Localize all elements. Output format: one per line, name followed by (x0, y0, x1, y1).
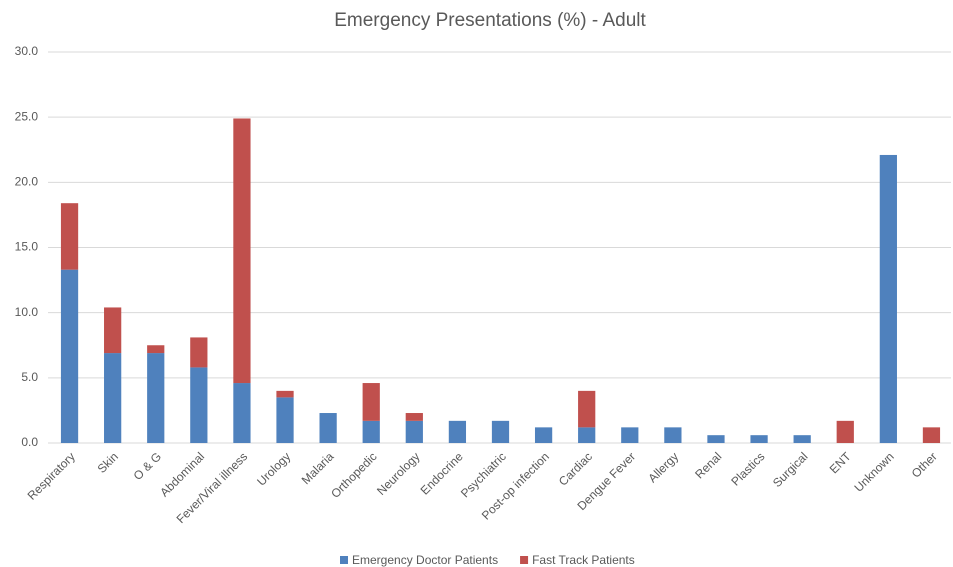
bar-segment (190, 337, 208, 368)
x-tick-label: Plastics (728, 449, 767, 488)
x-tick-label: Neurology (374, 449, 423, 498)
bar-segment (319, 413, 337, 443)
bar-segment (362, 420, 380, 443)
bar-segment (793, 435, 811, 443)
bar-segment (578, 390, 596, 428)
y-tick-label: 5.0 (21, 370, 38, 384)
legend-label: Emergency Doctor Patients (352, 553, 498, 567)
x-tick-label: O & G (131, 449, 164, 482)
x-tick-label: Respiratory (25, 449, 78, 502)
x-tick-label: Other (909, 449, 940, 480)
bar-segment (922, 427, 941, 443)
bar-segment (578, 427, 596, 443)
y-tick-label: 30.0 (15, 44, 39, 58)
x-tick-label: Cardiac (556, 449, 595, 488)
x-tick-label: Orthopedic (328, 449, 379, 500)
x-tick-label: Allergy (645, 449, 681, 485)
bar-segment (534, 427, 553, 443)
x-tick-label: Malaria (299, 449, 337, 487)
y-tick-label: 10.0 (15, 305, 39, 319)
bar-segment (405, 413, 423, 421)
bar-segment (147, 353, 165, 443)
y-tick-label: 0.0 (21, 435, 38, 449)
y-tick-label: 20.0 (15, 175, 39, 189)
bar-segment (707, 435, 725, 443)
bar-segment (276, 390, 294, 398)
bar-segment (233, 383, 251, 443)
legend-label: Fast Track Patients (532, 553, 635, 567)
chart-title: Emergency Presentations (%) - Adult (334, 10, 646, 31)
bar-segment (879, 154, 897, 444)
bar-segment (362, 383, 380, 421)
bar-segment (621, 427, 639, 443)
bar-segment (836, 420, 854, 443)
bar-segment (664, 427, 682, 443)
y-tick-label: 25.0 (15, 109, 39, 123)
legend-swatch (340, 556, 348, 564)
bar-segment (104, 307, 122, 354)
x-tick-label: Renal (692, 449, 724, 481)
bar-segment (104, 353, 122, 443)
y-tick-label: 15.0 (15, 240, 39, 254)
bar-segment (491, 420, 510, 443)
x-tick-label: Surgical (770, 449, 811, 490)
x-tick-label: Unknown (851, 449, 896, 494)
bar-segment (60, 203, 79, 270)
bar-segment (60, 269, 79, 443)
bar-segment (405, 420, 423, 443)
bar-segment (147, 345, 165, 354)
bar-segment (750, 435, 768, 443)
bar-segment (448, 420, 467, 443)
bar-segment (233, 118, 251, 384)
x-tick-label: Urology (254, 449, 293, 488)
x-tick-label: ENT (827, 449, 854, 476)
bar-segment (190, 367, 208, 443)
legend-swatch (520, 556, 529, 564)
x-tick-label: Skin (95, 449, 121, 475)
bar-segment (276, 397, 294, 443)
